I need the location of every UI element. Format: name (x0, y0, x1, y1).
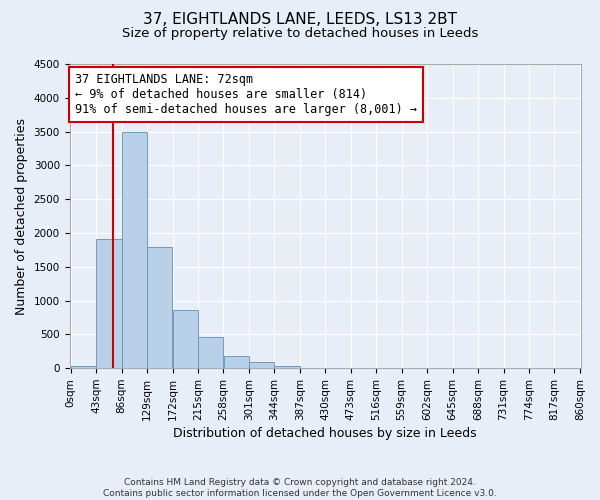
Bar (249, 362, 274, 368)
Bar (198, 337, 223, 368)
Bar (96, 239, 122, 368)
Bar (147, 247, 172, 368)
Bar (71, 366, 96, 368)
Text: Contains HM Land Registry data © Crown copyright and database right 2024.
Contai: Contains HM Land Registry data © Crown c… (103, 478, 497, 498)
Text: Size of property relative to detached houses in Leeds: Size of property relative to detached ho… (122, 28, 478, 40)
Bar (224, 356, 249, 368)
Text: 37, EIGHTLANDS LANE, LEEDS, LS13 2BT: 37, EIGHTLANDS LANE, LEEDS, LS13 2BT (143, 12, 457, 28)
X-axis label: Distribution of detached houses by size in Leeds: Distribution of detached houses by size … (173, 427, 477, 440)
Text: 37 EIGHTLANDS LANE: 72sqm
← 9% of detached houses are smaller (814)
91% of semi-: 37 EIGHTLANDS LANE: 72sqm ← 9% of detach… (74, 73, 416, 116)
Bar (173, 310, 198, 368)
Bar (122, 132, 147, 368)
Y-axis label: Number of detached properties: Number of detached properties (15, 118, 28, 314)
Bar (274, 366, 300, 368)
